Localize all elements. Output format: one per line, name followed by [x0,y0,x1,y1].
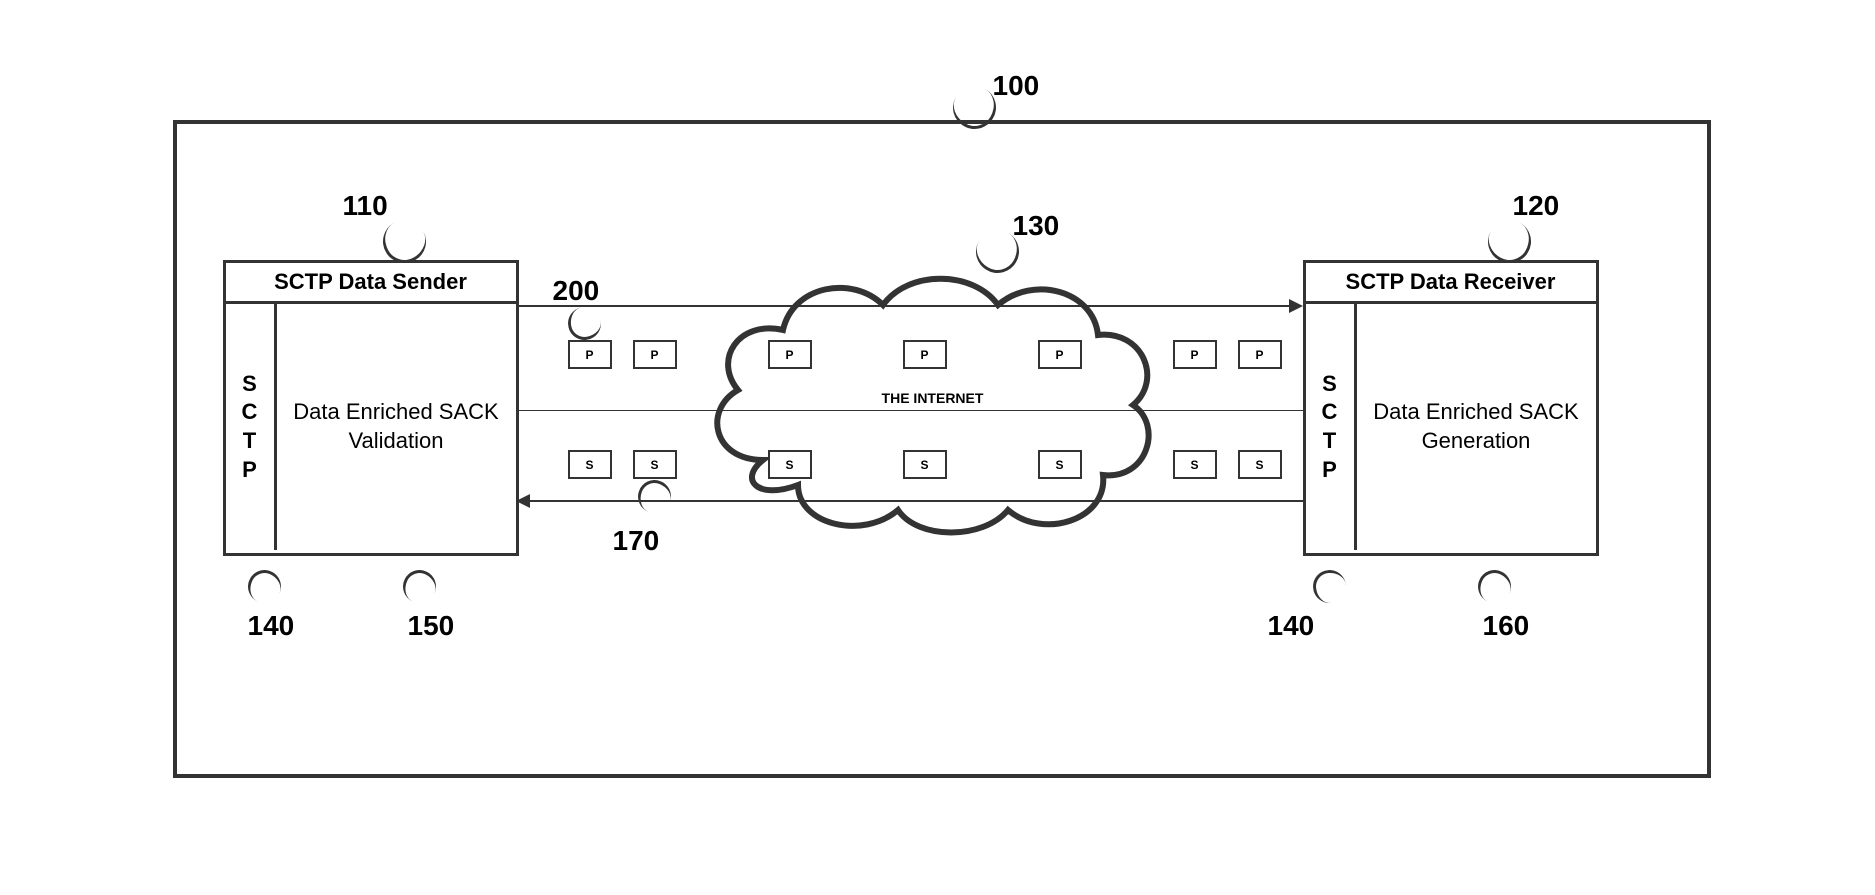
packet-s: S [633,450,677,479]
packet-p: P [903,340,947,369]
sender-body: S C T P Data Enriched SACK Validation [226,304,516,550]
ref-170: 170 [613,525,660,557]
sender-sctp-label: S C T P [242,370,258,484]
ref-200: 200 [553,275,600,307]
sender-sctp-col: S C T P [226,304,277,550]
ref-160: 160 [1483,610,1530,642]
receiver-sctp-label: S C T P [1322,370,1338,484]
s-arrow-head [516,494,530,508]
packet-s: S [903,450,947,479]
cloud-label: THE INTERNET [833,390,1033,406]
receiver-main-col: Data Enriched SACK Generation [1357,304,1596,550]
packet-p: P [633,340,677,369]
packet-s: S [768,450,812,479]
receiver-box: SCTP Data Receiver S C T P Data Enriched… [1303,260,1599,556]
packet-s: S [1238,450,1282,479]
ref-150: 150 [408,610,455,642]
sender-title: SCTP Data Sender [226,263,516,304]
mid-line [516,410,1303,411]
p-arrow-head [1289,299,1303,313]
diagram-root: 100 110 120 130 SCTP Data Sender S C T P… [173,70,1703,770]
ref-100: 100 [993,70,1040,102]
receiver-sctp-col: S C T P [1306,304,1357,550]
ref-140-left: 140 [248,610,295,642]
packet-p: P [568,340,612,369]
sender-main-col: Data Enriched SACK Validation [277,304,516,550]
ref-130: 130 [1013,210,1060,242]
p-arrow-line [516,305,1291,307]
packet-s: S [1038,450,1082,479]
receiver-title: SCTP Data Receiver [1306,263,1596,304]
ref-140-right: 140 [1268,610,1315,642]
packet-p: P [1173,340,1217,369]
packet-p: P [1038,340,1082,369]
sender-box: SCTP Data Sender S C T P Data Enriched S… [223,260,519,556]
ref-110: 110 [343,190,388,222]
packet-s: S [1173,450,1217,479]
ref-120: 120 [1513,190,1560,222]
packet-p: P [768,340,812,369]
receiver-body: S C T P Data Enriched SACK Generation [1306,304,1596,550]
packet-s: S [568,450,612,479]
packet-p: P [1238,340,1282,369]
